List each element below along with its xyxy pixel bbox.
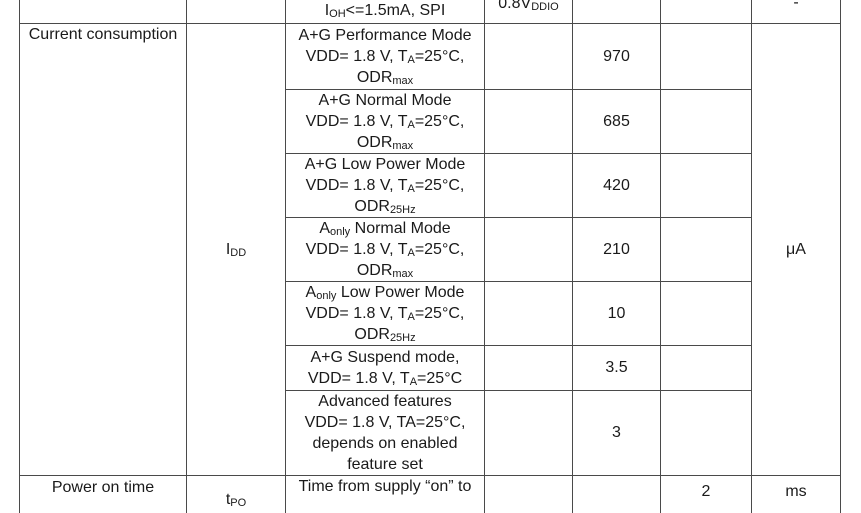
typ-value-cell: 3 <box>573 391 661 476</box>
condition-line: A+G Low Power Mode <box>286 154 484 175</box>
typ-value-cell: 420 <box>573 154 661 218</box>
parameter-label: Current consumption <box>20 24 186 45</box>
min-cell-empty <box>485 282 573 346</box>
unit-cell: ms <box>752 476 841 513</box>
condition-cell: A+G Normal Mode VDD= 1.8 V, TA=25°C, ODR… <box>286 90 485 154</box>
condition-line: ODR25Hz <box>286 324 484 345</box>
condition-line: A+G Performance Mode <box>286 25 484 46</box>
condition-line: VDD= 1.8 V, TA=25°C, <box>286 303 484 324</box>
condition-cell: Aonly Normal Mode VDD= 1.8 V, TA=25°C, O… <box>286 218 485 282</box>
condition-line: ODRmax <box>286 260 484 281</box>
min-cell-empty <box>485 391 573 476</box>
condition-line: Aonly Normal Mode <box>286 218 484 239</box>
condition-line: Time from supply “on” to <box>286 476 484 500</box>
symbol-cell-empty <box>187 0 286 24</box>
typ-cell-empty <box>573 476 661 513</box>
symbol-sub: PO <box>230 497 246 509</box>
min-cell-empty <box>485 154 573 218</box>
symbol-sub: DD <box>230 247 246 259</box>
symbol-tpo: tPO <box>187 476 285 513</box>
min-cell-empty <box>485 218 573 282</box>
condition-line: Aonly Low Power Mode <box>286 282 484 303</box>
condition-line: ODR25Hz <box>286 196 484 217</box>
symbol-cell: IDD <box>187 24 286 476</box>
table-row: Current consumption IDD A+G Performance … <box>20 24 841 90</box>
unit-cell: μA <box>752 24 841 476</box>
condition-line: A+G Suspend mode, <box>286 347 484 368</box>
unit-cell: - <box>752 0 841 24</box>
parameter-label: Power on time <box>20 476 186 501</box>
parameter-cell: Power on time <box>20 476 187 513</box>
condition-line: VDD= 1.8 V, TA=25°C, <box>286 239 484 260</box>
parameter-cell: Current consumption <box>20 24 187 476</box>
table-row-partial-top: IOH<=1.5mA, SPI 0.8VDDIO - <box>20 0 841 24</box>
symbol-idd: IDD <box>187 241 285 259</box>
condition-line: feature set <box>286 454 484 475</box>
condition-line: depends on enabled <box>286 433 484 454</box>
condition-line: VDD= 1.8 V, TA=25°C, <box>286 46 484 67</box>
min-sub: DDIO <box>531 1 559 13</box>
min-cell-empty <box>485 24 573 90</box>
condition-line: VDD= 1.8 V, TA=25°C, <box>286 111 484 132</box>
max-cell-empty <box>661 90 752 154</box>
condition-line: VDD= 1.8 V, TA=25°C, <box>286 412 484 433</box>
typ-value-cell: 10 <box>573 282 661 346</box>
condition-cell: Advanced features VDD= 1.8 V, TA=25°C, d… <box>286 391 485 476</box>
table-row-partial-bottom: Power on time tPO Time from supply “on” … <box>20 476 841 513</box>
condition-line: ODRmax <box>286 132 484 153</box>
typ-value-cell: 210 <box>573 218 661 282</box>
condition-line: Advanced features <box>286 391 484 412</box>
min-cell-empty <box>485 476 573 513</box>
max-cell-empty <box>661 0 752 24</box>
max-cell-empty <box>661 282 752 346</box>
max-value-cell: 2 <box>661 476 752 513</box>
condition-line: ODRmax <box>286 67 484 88</box>
typ-value-cell: 3.5 <box>573 346 661 391</box>
max-cell-empty <box>661 391 752 476</box>
max-cell-empty <box>661 218 752 282</box>
max-cell-empty <box>661 24 752 90</box>
condition-cell: A+G Low Power Mode VDD= 1.8 V, TA=25°C, … <box>286 154 485 218</box>
typ-cell-empty <box>573 0 661 24</box>
condition-cell: Aonly Low Power Mode VDD= 1.8 V, TA=25°C… <box>286 282 485 346</box>
param-cell-empty <box>20 0 187 24</box>
symbol-cell: tPO <box>187 476 286 513</box>
typ-value-cell: 685 <box>573 90 661 154</box>
condition-line: VDD= 1.8 V, TA=25°C <box>286 368 484 389</box>
max-cell-empty <box>661 154 752 218</box>
min-cell: 0.8VDDIO <box>485 0 573 24</box>
condition-cell: Time from supply “on” to <box>286 476 485 513</box>
condition-line: VDD= 1.8 V, TA=25°C, <box>286 175 484 196</box>
max-cell-empty <box>661 346 752 391</box>
condition-cell: A+G Performance Mode VDD= 1.8 V, TA=25°C… <box>286 24 485 90</box>
condition-cell: IOH<=1.5mA, SPI <box>286 0 485 24</box>
unit-dash: - <box>752 0 840 13</box>
datasheet-page: IOH<=1.5mA, SPI 0.8VDDIO - Current consu… <box>0 0 861 492</box>
min-cell-empty <box>485 346 573 391</box>
condition-text: IOH<=1.5mA, SPI <box>286 0 484 23</box>
condition-symbol-sub: OH <box>329 8 346 20</box>
condition-rest: <=1.5mA, SPI <box>346 2 446 19</box>
min-value: 0.8VDDIO <box>485 0 572 14</box>
min-cell-empty <box>485 90 573 154</box>
typ-value-cell: 970 <box>573 24 661 90</box>
min-base: 0.8V <box>498 0 531 12</box>
spec-table: IOH<=1.5mA, SPI 0.8VDDIO - Current consu… <box>19 0 841 513</box>
condition-cell: A+G Suspend mode, VDD= 1.8 V, TA=25°C <box>286 346 485 391</box>
condition-line: A+G Normal Mode <box>286 90 484 111</box>
